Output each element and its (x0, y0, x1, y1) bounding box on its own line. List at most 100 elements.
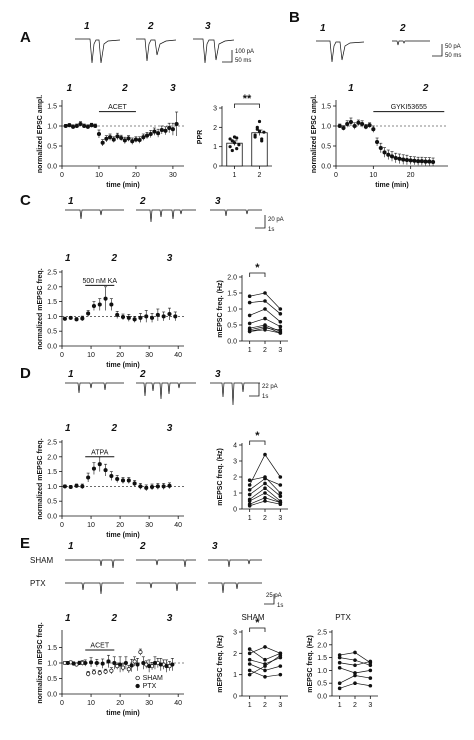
scalebar-b-amp: 50 pA (445, 44, 461, 50)
data-point (247, 294, 252, 299)
x-tick-label: 2 (353, 702, 357, 709)
y-tick-label: 1.0 (47, 124, 57, 131)
mepsc-trace-e-sham-2 (136, 559, 196, 568)
data-point (126, 315, 131, 320)
data-point (163, 128, 168, 133)
data-point (120, 478, 126, 483)
data-point (427, 159, 432, 164)
data-point (278, 483, 283, 487)
y-tick-label: 1.0 (317, 668, 327, 675)
data-point (167, 311, 172, 317)
data-point (109, 473, 114, 479)
data-point (353, 671, 357, 675)
trace-label-e-3: 3 (212, 541, 218, 552)
epsc-trace-a-1 (75, 38, 121, 64)
epoch-label: 2 (111, 253, 118, 264)
epoch-label: 1 (67, 83, 73, 94)
data-point (71, 661, 76, 666)
panel-label-c: C (20, 192, 31, 209)
data-point (278, 664, 283, 668)
data-point (126, 478, 131, 483)
x-tick-label: 30 (145, 700, 153, 707)
data-point (120, 314, 126, 320)
significance-marker: * (255, 617, 260, 629)
individual-point (237, 143, 241, 147)
epoch-label: 1 (65, 423, 71, 434)
data-point (119, 135, 124, 141)
x-tick-label: 10 (87, 352, 95, 359)
y-tick-label: 1.0 (321, 124, 331, 131)
data-point (83, 660, 88, 666)
drug-bar-label: ACET (108, 104, 127, 111)
chart-e-sham: 0 1 2 3 1 2 3 mEPSC freq. (Hz) SHAM* (217, 613, 288, 709)
data-point (397, 156, 402, 161)
row-label-sham: SHAM (30, 556, 53, 565)
trace-label-e-2: 2 (139, 541, 146, 552)
epsc-trace-b-2 (392, 40, 430, 46)
data-point (115, 134, 120, 139)
data-point (341, 125, 346, 131)
x-tick-label: 30 (145, 352, 153, 359)
x-tick-label: 40 (174, 700, 182, 707)
data-point (115, 476, 120, 482)
y-tick-label: 1.5 (47, 469, 57, 476)
data-point (423, 159, 428, 164)
data-point (80, 484, 85, 489)
data-point (263, 496, 267, 500)
x-tick-label: 3 (278, 702, 282, 709)
y-tick-label: 0.0 (321, 164, 331, 171)
scalebar-b-time: 50 ms (445, 53, 461, 59)
chart-d-paired: 0 1 2 3 4 1 2 3 mEPSC freq. (Hz) * (217, 430, 288, 522)
scalebar-a (222, 50, 233, 63)
data-point (337, 123, 342, 129)
trace-label-d-1: 1 (68, 369, 74, 380)
y-tick-label: 2.5 (47, 270, 57, 277)
x-tick-label: 0 (60, 700, 64, 707)
mepsc-trace-e-sham-3 (208, 559, 262, 568)
significance-marker: * (255, 262, 260, 274)
data-point (263, 476, 267, 481)
y-tick-label: 0.0 (47, 514, 57, 521)
data-point (103, 296, 108, 301)
data-point (148, 131, 153, 137)
y-tick-label: 2.5 (317, 630, 327, 637)
data-point (247, 504, 252, 508)
data-point (337, 686, 342, 691)
data-point (68, 484, 73, 490)
y-tick-label: 1.5 (317, 655, 327, 662)
y-axis-label: normalized mEPSC freq. (37, 438, 44, 519)
scalebar-c-amp: 20 pA (268, 217, 284, 223)
x-tick-label: 10 (87, 700, 95, 707)
data-point (71, 124, 76, 129)
data-point (62, 484, 67, 489)
x-tick-label: 2 (258, 172, 262, 179)
y-axis-label: mEPSC freq. (Hz) (307, 635, 314, 693)
individual-point (228, 137, 232, 141)
data-point (91, 670, 97, 675)
data-point (167, 483, 172, 488)
individual-point (232, 141, 237, 145)
y-axis-label: normalized EPSC ampl. (37, 95, 44, 173)
data-point (263, 645, 267, 649)
trace-label-b-1: 1 (320, 23, 326, 34)
data-point (404, 157, 409, 163)
x-tick-label: 20 (116, 700, 124, 707)
epoch-label: 3 (167, 253, 173, 264)
data-point (135, 662, 140, 667)
panel-label-b: B (289, 9, 300, 26)
data-point (337, 666, 342, 670)
chart-e-time: 0.0 0.5 1.0 1.5 0 10 20 30 40 normalized mEPSC fr… (37, 613, 184, 717)
y-tick-label: 0.0 (47, 164, 57, 171)
data-point (263, 486, 267, 491)
data-point (159, 127, 164, 133)
data-point (247, 329, 252, 334)
data-point (247, 321, 252, 326)
data-point (167, 125, 172, 131)
drug-bar-label: 500 nM KA (82, 278, 117, 285)
x-tick-label: 3 (278, 347, 282, 354)
data-point (63, 123, 68, 129)
data-point (278, 331, 283, 335)
x-tick-label: 20 (132, 172, 140, 179)
data-point (133, 137, 138, 142)
